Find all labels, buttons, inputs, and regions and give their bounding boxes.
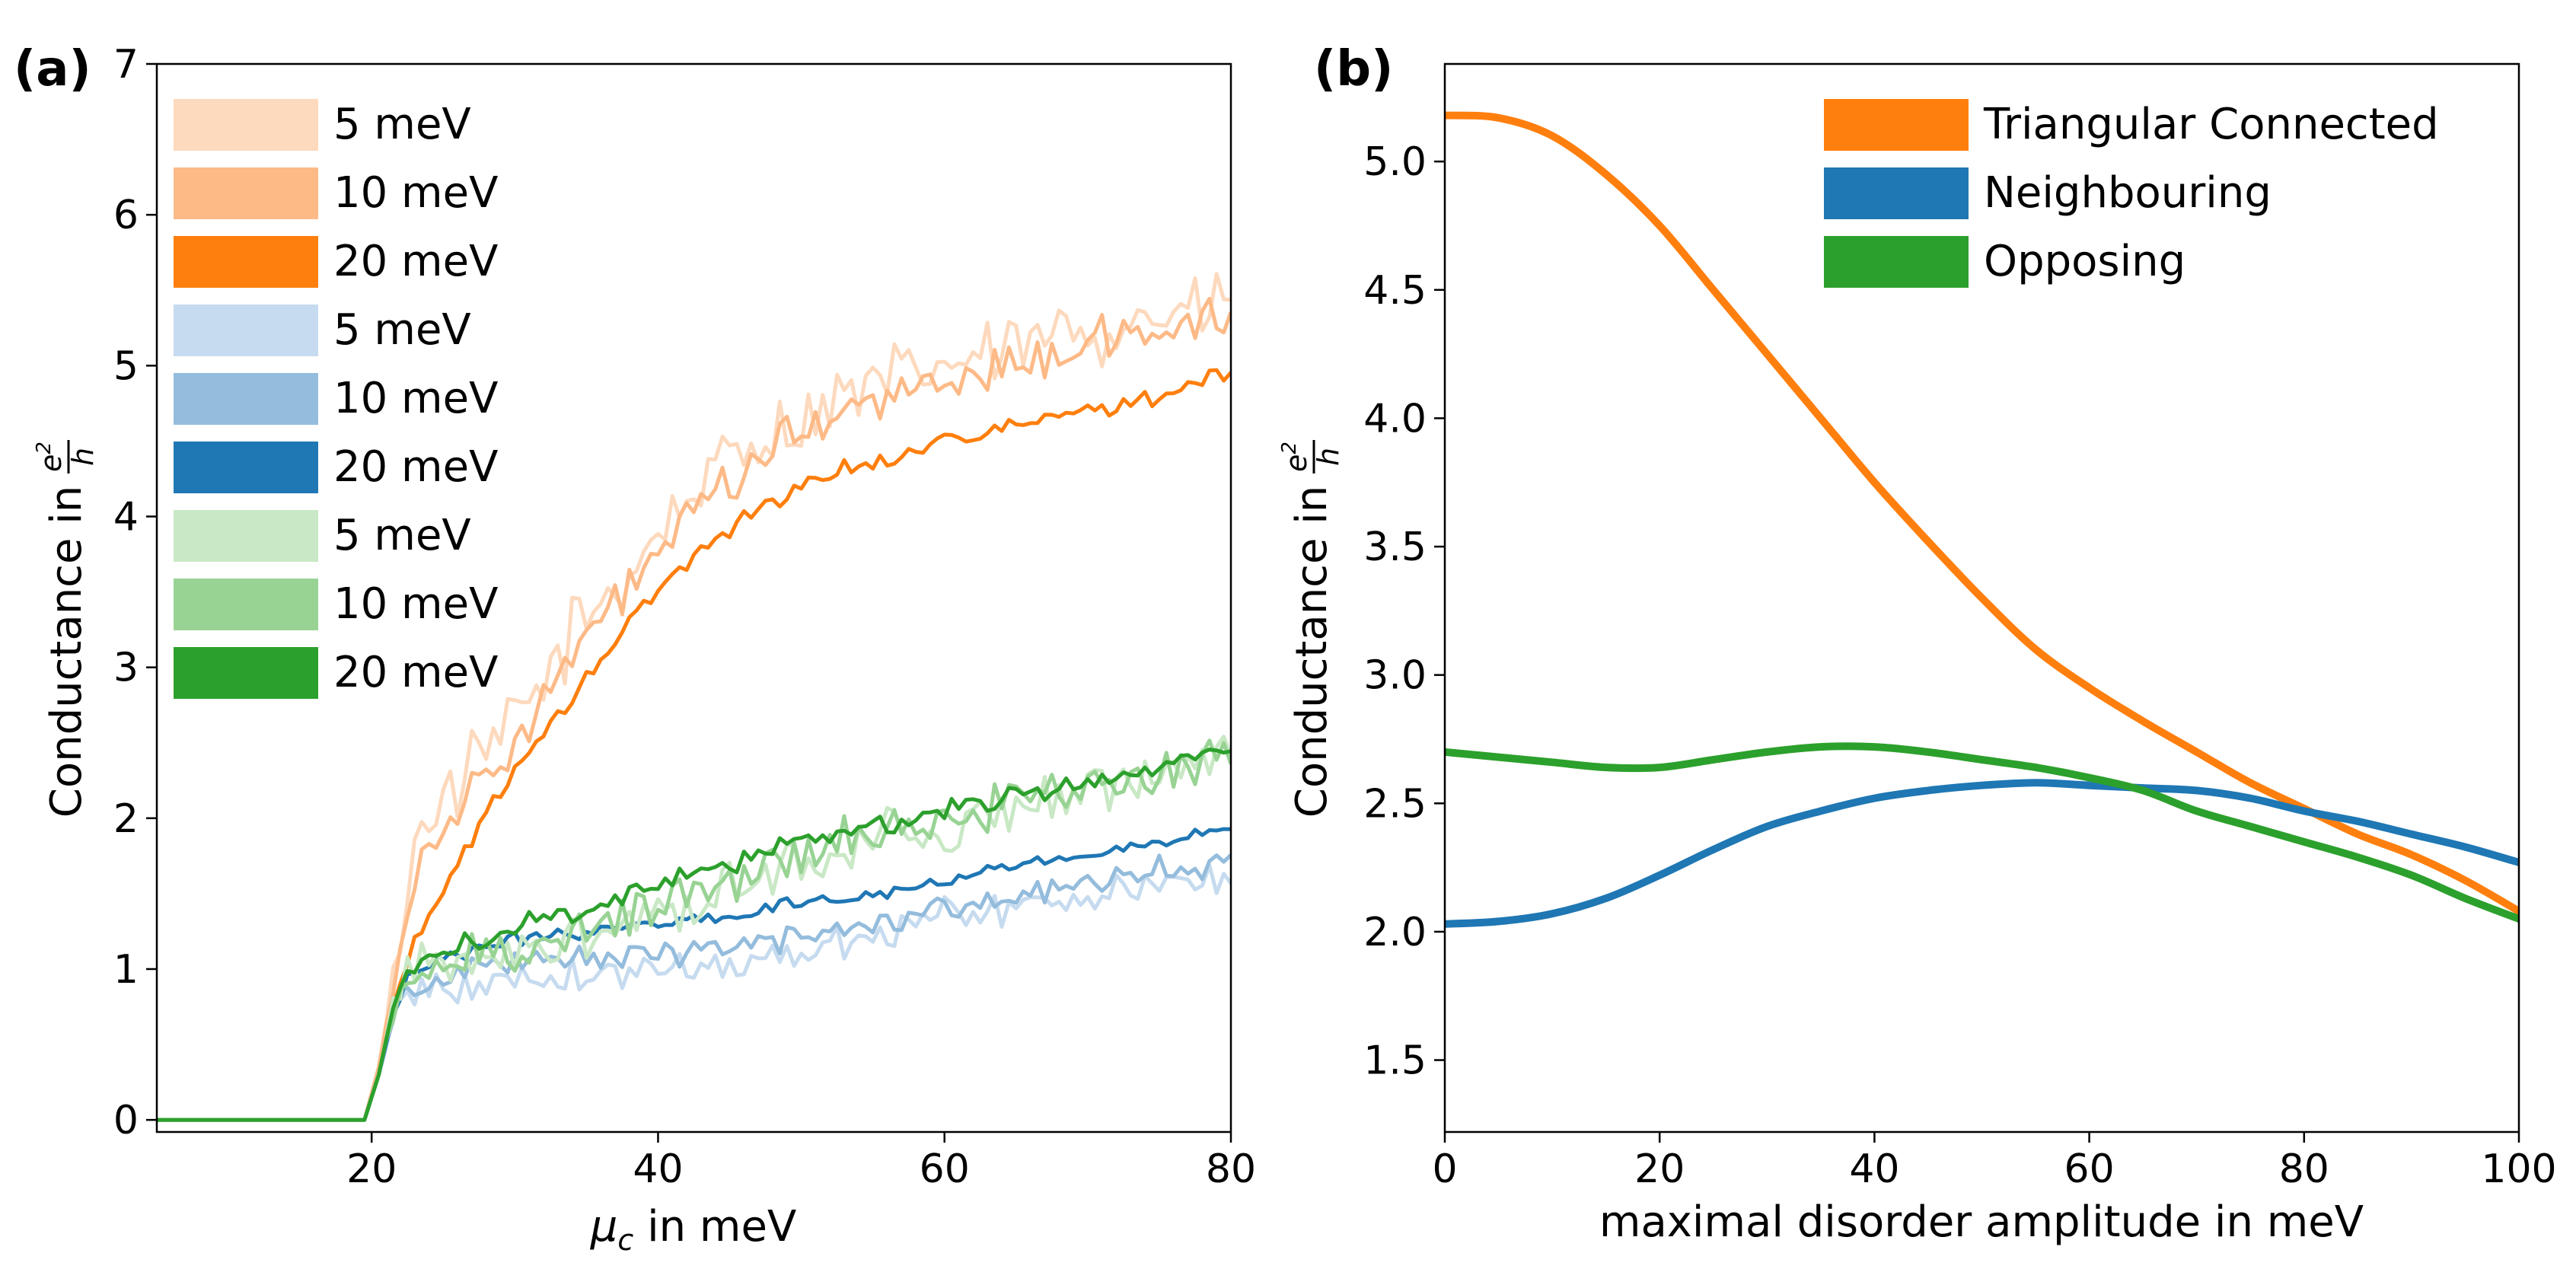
x-tick-label: 80 xyxy=(2279,1146,2329,1192)
x-tick-label: 60 xyxy=(920,1146,970,1192)
panel-b-legend: Triangular Connected Neighbouring Opposing xyxy=(1824,99,2439,288)
legend-swatch xyxy=(174,167,318,219)
y-tick-label: 2.0 xyxy=(1363,910,1427,955)
panel-b: (b) 0 20 40 60 80 100 1.5 2.0 2.5 3.0 3.5 4.0 4.5 5.… xyxy=(1278,41,2557,1247)
y-tick-label: 4.5 xyxy=(1363,268,1427,314)
y-tick-label: 3.0 xyxy=(1363,653,1427,699)
legend-swatch xyxy=(174,510,318,562)
panel-a-x-ticks: 20 40 60 80 xyxy=(346,1132,1256,1192)
panel-a-y-axis-label: Conductance in e2 h xyxy=(33,440,100,818)
series-line xyxy=(157,853,1231,1122)
series-line xyxy=(157,748,1231,1122)
legend-swatch xyxy=(174,304,318,356)
panel-b-x-axis-label: maximal disorder amplitude in meV xyxy=(1599,1197,2364,1247)
svg-text:h: h xyxy=(1312,448,1345,466)
series-line xyxy=(157,738,1231,1122)
legend-label: 10 meV xyxy=(333,579,498,629)
legend-label: 20 meV xyxy=(333,237,498,286)
legend-swatch xyxy=(1824,99,1969,151)
series-line xyxy=(1445,111,2519,915)
series-line xyxy=(1445,742,2519,923)
panel-b-y-ticks: 1.5 2.0 2.5 3.0 3.5 4.0 4.5 5.0 xyxy=(1363,139,1445,1084)
panel-a-x-axis-label: μc in meV xyxy=(590,1202,797,1257)
legend-label: 20 meV xyxy=(333,648,498,697)
legend-swatch xyxy=(174,373,318,425)
legend-label: 10 meV xyxy=(333,374,498,423)
x-tick-label: 20 xyxy=(346,1146,397,1192)
y-tick-label: 5 xyxy=(113,343,139,389)
y-tick-label: 1.5 xyxy=(1363,1038,1427,1084)
y-tick-label: 1 xyxy=(113,947,139,993)
legend-label: 5 meV xyxy=(333,511,471,560)
y-tick-label: 5.0 xyxy=(1363,139,1427,185)
x-tick-label: 40 xyxy=(1849,1146,1899,1192)
x-tick-label: 0 xyxy=(1432,1146,1457,1192)
panel-b-frame xyxy=(1443,62,2520,1133)
series-line xyxy=(157,735,1231,1122)
svg-text:h: h xyxy=(66,448,100,466)
svg-text:Conductance in: Conductance in xyxy=(1287,486,1337,818)
x-tick-label: 20 xyxy=(1634,1146,1685,1192)
legend-label: Triangular Connected xyxy=(1983,100,2439,149)
svg-text:Conductance in: Conductance in xyxy=(42,486,91,818)
panel-a: (a) 20 40 60 80 0 1 2 3 4 5 6 7 μc in meV Conducta… xyxy=(14,41,1256,1257)
y-tick-label: 2.5 xyxy=(1363,781,1427,827)
legend-swatch xyxy=(174,236,318,288)
legend-swatch xyxy=(174,579,318,630)
legend-label: Neighbouring xyxy=(1984,168,2272,218)
legend-label: 20 meV xyxy=(333,442,498,492)
panel-a-label: (a) xyxy=(14,41,91,97)
y-tick-label: 7 xyxy=(113,42,139,88)
legend-label: Opposing xyxy=(1984,237,2185,286)
panel-a-frame xyxy=(155,62,1232,1133)
panel-a-y-ticks: 0 1 2 3 4 5 6 7 xyxy=(113,42,157,1143)
legend-label: 5 meV xyxy=(333,100,471,149)
y-tick-label: 6 xyxy=(113,193,139,238)
y-tick-label: 0 xyxy=(113,1098,139,1143)
panel-a-plot-area xyxy=(157,272,1231,1122)
svg-text:e2: e2 xyxy=(33,442,68,472)
x-tick-label: 40 xyxy=(633,1146,683,1192)
legend-swatch xyxy=(174,99,318,151)
legend-label: 5 meV xyxy=(333,305,471,355)
legend-swatch xyxy=(1824,236,1969,288)
panel-b-y-axis-label: Conductance in e2 h xyxy=(1278,440,1345,818)
legend-swatch xyxy=(1824,167,1969,219)
panel-b-x-ticks: 0 20 40 60 80 100 xyxy=(1432,1132,2557,1192)
panel-a-legend: 5 meV 10 meV 20 meV 5 meV 10 meV 20 meV 5 meV 1… xyxy=(174,99,498,699)
panel-b-plot-area xyxy=(1445,111,2519,928)
y-tick-label: 4.0 xyxy=(1363,396,1427,442)
y-tick-label: 3 xyxy=(113,646,139,691)
legend-swatch xyxy=(174,647,318,699)
legend-label: 10 meV xyxy=(333,168,498,218)
series-line xyxy=(157,863,1231,1122)
legend-swatch xyxy=(174,442,318,493)
x-tick-label: 60 xyxy=(2064,1146,2115,1192)
x-tick-label: 80 xyxy=(1206,1146,1256,1192)
series-line xyxy=(1445,779,2519,928)
y-tick-label: 2 xyxy=(113,796,139,842)
panel-b-label: (b) xyxy=(1314,41,1393,97)
x-tick-label: 100 xyxy=(2481,1146,2556,1192)
y-tick-label: 3.5 xyxy=(1363,524,1427,570)
svg-text:e2: e2 xyxy=(1278,442,1313,472)
y-tick-label: 4 xyxy=(113,494,139,540)
